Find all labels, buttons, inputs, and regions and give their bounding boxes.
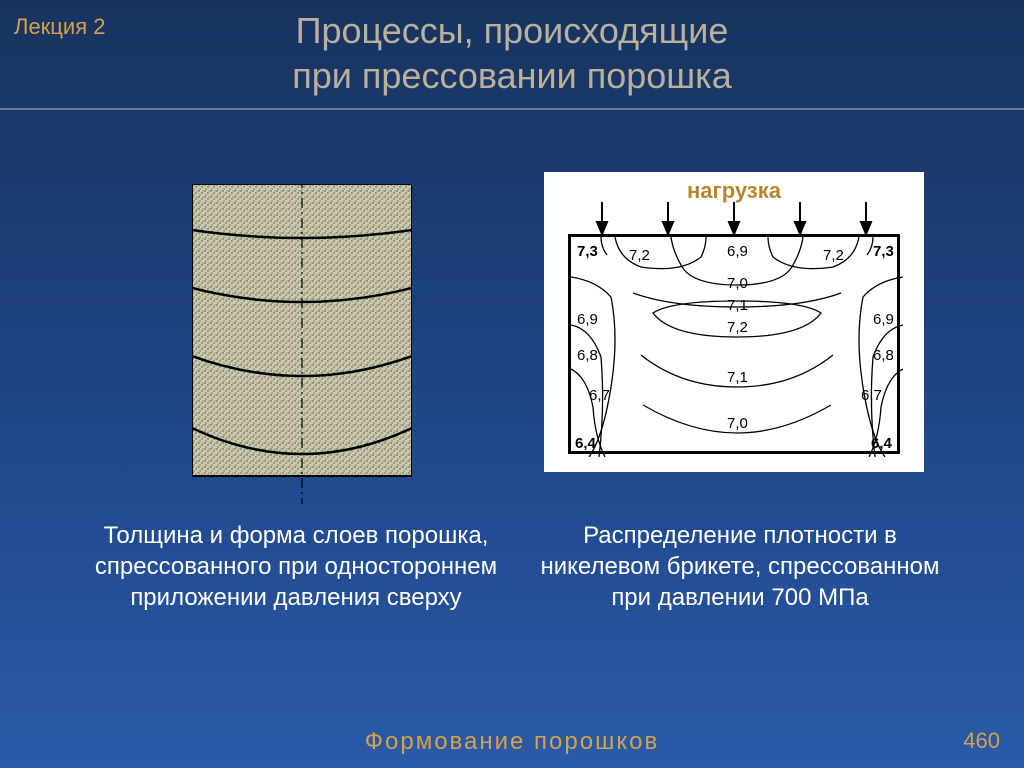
title-line-2: при прессовании порошка <box>0 53 1024 98</box>
right-caption: Распределение плотности в никелевом брик… <box>540 520 940 614</box>
density-value: 6,7 <box>861 387 882 404</box>
density-value: 7,3 <box>577 243 598 260</box>
density-box: 7,3 7,2 6,9 7,2 7,3 7,0 7,1 6,9 7,2 6,9 6,8 6,8 7,1 6… <box>568 234 900 454</box>
footer-title: Формование порошков <box>0 728 1024 756</box>
density-value: 7,2 <box>629 247 650 264</box>
layer-diagram <box>192 184 412 476</box>
left-caption: Толщина и форма слоев порошка, спрессова… <box>86 520 506 614</box>
density-value: 6,7 <box>589 387 610 404</box>
title-divider <box>0 108 1024 110</box>
title-line-1: Процессы, происходящие <box>0 8 1024 53</box>
density-value: 7,0 <box>727 275 748 292</box>
density-value: 6,4 <box>871 435 892 452</box>
density-value: 6,8 <box>873 347 894 364</box>
density-value: 7,2 <box>727 319 748 336</box>
load-label: нагрузка <box>544 178 924 204</box>
slide-title: Процессы, происходящие при прессовании п… <box>0 8 1024 98</box>
layer-diagram-svg <box>192 184 412 504</box>
page-number: 460 <box>963 728 1000 754</box>
density-diagram: нагрузка <box>544 172 924 472</box>
density-value: 6,9 <box>577 311 598 328</box>
slide: Лекция 2 Процессы, происходящие при прес… <box>0 0 1024 768</box>
density-value: 6,9 <box>727 243 748 260</box>
density-value: 7,3 <box>873 243 894 260</box>
density-value: 7,2 <box>823 247 844 264</box>
density-value: 7,0 <box>727 415 748 432</box>
density-value: 6,9 <box>873 311 894 328</box>
density-value: 7,1 <box>727 297 748 314</box>
density-value: 6,4 <box>575 435 596 452</box>
density-value: 6,8 <box>577 347 598 364</box>
density-value: 7,1 <box>727 369 748 386</box>
